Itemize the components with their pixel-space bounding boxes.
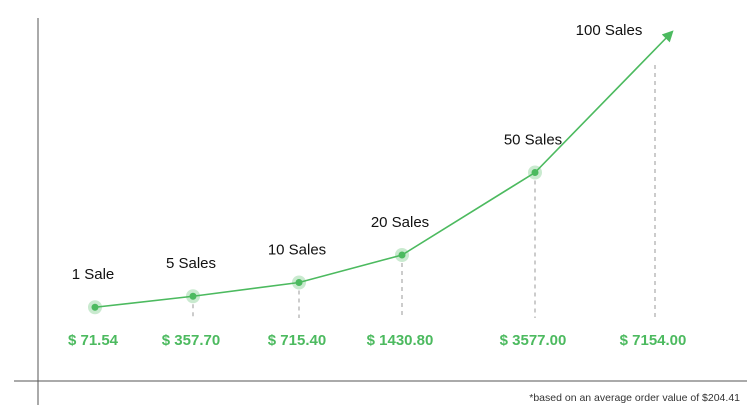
category-label: 20 Sales (371, 214, 429, 231)
value-label: $ 715.40 (268, 332, 326, 349)
value-label: $ 7154.00 (620, 332, 687, 349)
line (94, 30, 674, 309)
value-label: $ 71.54 (68, 332, 119, 349)
category-label: 1 Sale (72, 266, 115, 283)
value-label: $ 357.70 (162, 332, 220, 349)
point (295, 279, 303, 286)
category-label: 5 Sales (166, 255, 216, 272)
point (189, 292, 197, 300)
point (91, 303, 99, 311)
category-label: 100 Sales (576, 22, 643, 39)
footnote: *based on an average order value of $204… (529, 392, 740, 404)
point (531, 169, 539, 176)
category-label: 10 Sales (268, 241, 326, 258)
point (398, 251, 406, 259)
category-label: 50 Sales (504, 131, 562, 148)
value-label: $ 1430.80 (367, 332, 434, 349)
value-label: $ 3577.00 (500, 332, 567, 349)
